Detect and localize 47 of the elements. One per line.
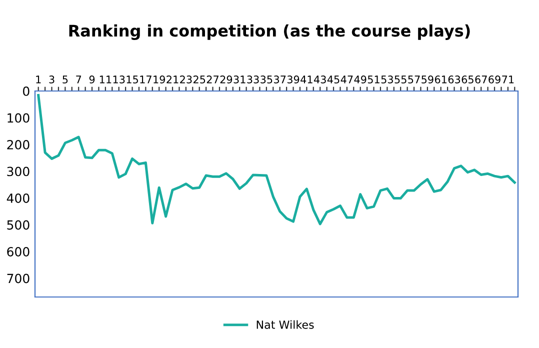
x-tick-label: 17: [140, 76, 152, 84]
x-tick-label: 1: [36, 76, 41, 84]
x-tick-label: 71: [502, 76, 514, 84]
x-tick-label: 51: [368, 76, 380, 84]
x-tick-label: 47: [340, 76, 353, 84]
x-tick-label: 45: [327, 76, 340, 84]
x-tick-label: 11: [100, 76, 112, 84]
y-tick-label: 0: [23, 86, 30, 96]
x-tick-label: 29: [220, 76, 232, 84]
x-tick-label: 39: [287, 76, 300, 84]
y-tick-label: 200: [7, 140, 30, 150]
x-tick-label: 59: [422, 76, 434, 84]
x-tick-label: 63: [448, 76, 460, 84]
y-tick-label: 400: [6, 193, 30, 203]
y-tick-label: 600: [7, 246, 30, 256]
legend-label: Nat Wilkes: [256, 320, 314, 329]
x-tick-label: 15: [126, 76, 138, 84]
x-tick-label: 33: [247, 76, 259, 84]
x-tick-label: 23: [180, 76, 192, 84]
x-tick-label: 27: [206, 76, 219, 84]
chart-title: Ranking in competition (as the course plays): [69, 24, 470, 40]
x-tick-label: 67: [475, 76, 487, 84]
x-tick-label: 43: [314, 76, 326, 84]
y-tick-label: 100: [8, 113, 30, 123]
y-tick-label: 700: [7, 274, 30, 284]
x-tick-label: 5: [62, 76, 68, 84]
x-tick-label: 49: [354, 76, 366, 84]
x-tick-label: 7: [76, 76, 82, 84]
x-tick-label: 37: [274, 76, 286, 84]
y-tick-label: 500: [7, 220, 30, 230]
x-tick-label: 9: [89, 76, 95, 84]
x-tick-label: 69: [488, 76, 500, 84]
x-tick-label: 31: [234, 76, 246, 84]
x-tick-label: 55: [394, 76, 406, 84]
x-tick-label: 13: [113, 76, 125, 84]
line-series: [37, 94, 516, 226]
x-tick-label: 35: [260, 76, 272, 84]
x-tick-label: 61: [434, 76, 447, 84]
x-tick-label: 53: [381, 76, 393, 84]
x-tick-label: 57: [408, 76, 420, 84]
y-tick-label: 300: [7, 166, 30, 176]
x-tick-label: 65: [462, 76, 474, 84]
x-tick-label: 41: [300, 76, 312, 84]
x-tick-label: 25: [193, 76, 206, 84]
x-tick-label: 19: [154, 76, 165, 84]
x-tick-label: 3: [49, 76, 54, 84]
x-tick-label: 21: [166, 76, 178, 84]
